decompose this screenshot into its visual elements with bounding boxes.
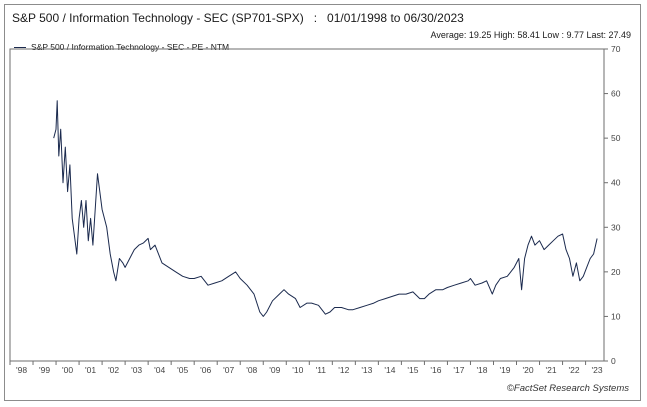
chart-stats: Average: 19.25 High: 58.41 Low : 9.77 La…: [430, 30, 631, 40]
x-tick-label: '17: [453, 365, 464, 375]
x-tick-label: '00: [62, 365, 73, 375]
x-tick-label: '18: [476, 365, 487, 375]
x-tick-label: '03: [131, 365, 142, 375]
source-credit: ©FactSet Research Systems: [506, 383, 629, 394]
x-tick-label: '10: [292, 365, 303, 375]
y-tick-label: 50: [611, 133, 621, 143]
x-tick-label: '99: [39, 365, 50, 375]
chart-frame: [4, 4, 641, 401]
y-tick-label: 10: [611, 311, 621, 321]
x-tick-label: '05: [177, 365, 188, 375]
x-tick-label: '09: [269, 365, 280, 375]
x-tick-label: '04: [154, 365, 165, 375]
plot-area: [9, 48, 605, 362]
x-tick-label: '16: [430, 365, 441, 375]
legend-label: S&P 500 / Information Technology - SEC -…: [31, 42, 230, 52]
x-tick-label: '22: [569, 365, 580, 375]
x-tick-label: '23: [592, 365, 603, 375]
chart-legend: S&P 500 / Information Technology - SEC -…: [14, 42, 229, 52]
y-tick-label: 70: [611, 44, 621, 54]
x-tick-label: '15: [407, 365, 418, 375]
x-tick-label: '14: [384, 365, 395, 375]
y-tick-label: 0: [611, 356, 616, 366]
pe-ntm-series-line: [53, 100, 598, 317]
x-tick-label: '12: [338, 365, 349, 375]
x-tick-label: '98: [16, 365, 27, 375]
x-tick-label: '07: [223, 365, 234, 375]
y-tick-label: 40: [611, 178, 621, 188]
x-tick-label: '01: [85, 365, 96, 375]
y-tick-label: 30: [611, 222, 621, 232]
x-tick-label: '20: [522, 365, 533, 375]
x-tick-label: '02: [108, 365, 119, 375]
x-tick-label: '08: [246, 365, 257, 375]
chart-title: S&P 500 / Information Technology - SEC (…: [12, 11, 464, 25]
y-tick-label: 60: [611, 89, 621, 99]
x-tick-label: '21: [546, 365, 557, 375]
y-tick-label: 20: [611, 267, 621, 277]
x-tick-label: '06: [200, 365, 211, 375]
x-tick-label: '11: [316, 365, 327, 375]
x-tick-label: '13: [361, 365, 372, 375]
x-tick-label: '19: [499, 365, 510, 375]
legend-swatch: [14, 46, 26, 48]
